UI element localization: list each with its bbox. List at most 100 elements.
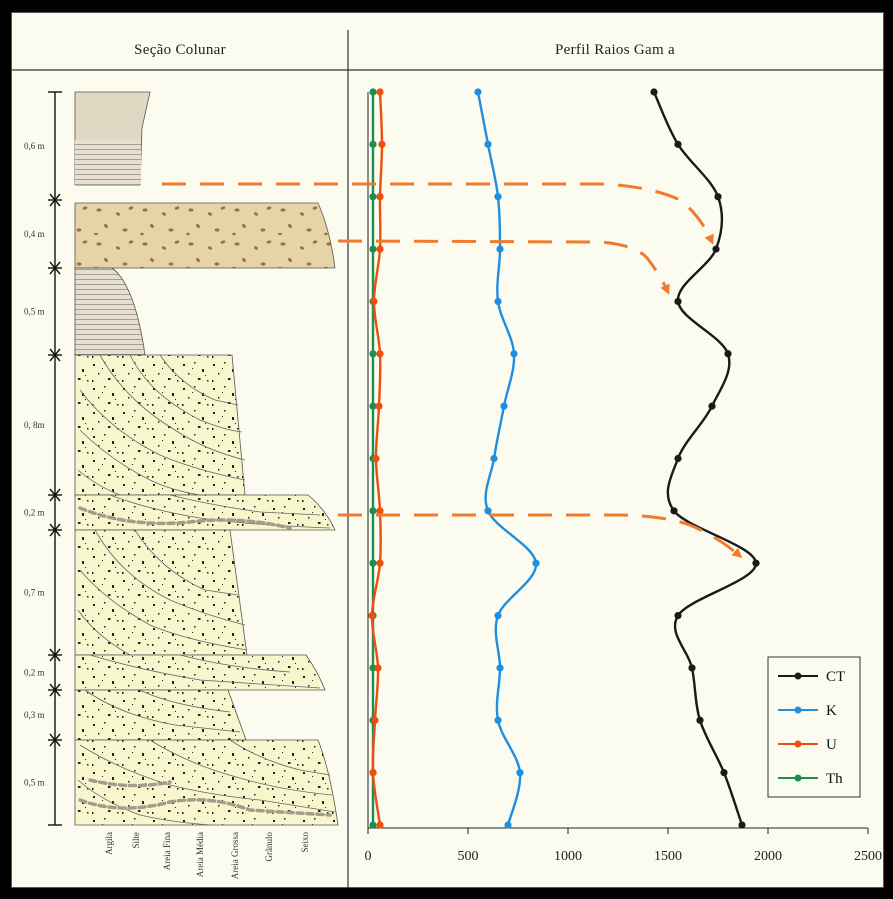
scale-arrow <box>49 733 61 747</box>
point-ct <box>688 664 696 672</box>
chart-title: Perfil Raios Gam a <box>555 42 675 58</box>
x-tick-label: 0 <box>365 849 372 864</box>
scale-arrow <box>49 523 61 537</box>
grain-size-label: Silte <box>131 832 141 849</box>
point-th <box>369 193 377 201</box>
point-ct <box>708 402 716 410</box>
point-ct <box>670 507 678 515</box>
series-points <box>368 88 760 829</box>
point-k <box>516 769 524 777</box>
legend-label: K <box>826 703 837 719</box>
point-u <box>378 140 386 148</box>
grain-size-axis-labels: Argila Silte Areia Fina Areia Média Areia Gr… <box>104 832 310 880</box>
point-u <box>376 88 384 96</box>
scale-arrow <box>49 193 61 207</box>
point-k <box>496 664 504 672</box>
point-k <box>484 507 492 515</box>
layer-sand-3 <box>74 654 326 691</box>
layer-cross-bedded-sand-4 <box>74 689 247 741</box>
stratigraphic-column: 0,6 m 0,4 m 0,5 m 0, 8m 0,2 m 0,7 m 0,2 m 0,3 m… <box>24 91 339 880</box>
point-ct <box>720 769 728 777</box>
cross-bedding-lines <box>77 354 336 826</box>
point-th <box>369 559 377 567</box>
grain-size-label: Grânulo <box>264 832 274 862</box>
column-section-title: Seção Colunar <box>134 42 226 58</box>
point-k <box>532 559 540 567</box>
legend-label: U <box>826 737 837 753</box>
point-ct <box>674 611 682 620</box>
point-th <box>369 821 377 829</box>
grain-size-label: Argila <box>104 832 114 855</box>
thickness-label: 0,6 m <box>24 141 45 151</box>
point-ct <box>724 350 732 358</box>
point-k <box>484 140 492 148</box>
point-u <box>368 611 376 620</box>
correlation-arrow-1 <box>162 182 714 245</box>
series-lines <box>370 91 758 826</box>
x-tick-label: 1000 <box>554 849 582 864</box>
point-k <box>494 611 502 620</box>
legend: CT K U Th <box>767 656 861 798</box>
x-tick-label: 1500 <box>654 849 682 864</box>
legend-label: Th <box>826 771 843 787</box>
series-line-ct <box>652 91 758 826</box>
legend-swatch-marker <box>794 774 802 782</box>
point-u <box>372 454 380 463</box>
layer-gravel-sand <box>74 202 336 269</box>
layer-silt <box>74 267 146 356</box>
thickness-label: 0,7 m <box>24 588 45 598</box>
thickness-label: 0,2 m <box>24 508 45 518</box>
point-th <box>369 507 377 515</box>
point-ct <box>712 245 720 253</box>
thickness-label: 0,3 m <box>24 710 45 720</box>
lag-gravel-marks <box>78 506 332 817</box>
point-u <box>376 507 384 515</box>
point-th <box>369 402 377 410</box>
point-u <box>376 193 384 201</box>
legend-swatch-marker <box>794 672 802 680</box>
point-k <box>494 193 502 201</box>
point-k <box>490 454 498 463</box>
layer-sand-lag-1 <box>74 494 336 531</box>
series-line-k <box>476 91 538 826</box>
scale-arrow <box>49 488 61 502</box>
legend-swatch-marker <box>794 706 802 714</box>
thickness-label: 0, 8m <box>24 420 45 430</box>
thickness-scale <box>48 91 62 826</box>
legend-swatch-marker <box>794 740 802 748</box>
point-k <box>496 245 504 253</box>
point-ct <box>674 297 682 306</box>
point-u <box>375 402 383 410</box>
point-ct <box>696 716 704 724</box>
grain-size-label: Seixo <box>300 832 310 853</box>
scale-arrow <box>49 683 61 697</box>
x-tick-label: 500 <box>458 849 479 864</box>
point-th <box>369 140 377 148</box>
point-u <box>376 821 384 829</box>
point-k <box>500 402 508 410</box>
point-ct <box>714 193 722 201</box>
point-ct <box>674 140 682 148</box>
point-u <box>376 245 384 253</box>
point-ct <box>674 454 682 463</box>
thickness-label: 0,5 m <box>24 778 45 788</box>
point-th <box>369 245 377 253</box>
point-u <box>376 350 384 358</box>
grain-size-label: Areia Grossa <box>230 832 240 879</box>
correlation-arrows <box>162 182 743 558</box>
thickness-labels: 0,6 m 0,4 m 0,5 m 0, 8m 0,2 m 0,7 m 0,2 m 0,3 m… <box>24 141 45 788</box>
point-u <box>370 297 378 306</box>
point-th <box>369 350 377 358</box>
point-u <box>374 664 382 672</box>
point-u <box>371 716 379 724</box>
point-u <box>376 559 384 567</box>
point-th <box>369 88 377 96</box>
point-k <box>504 821 512 829</box>
gamma-ray-profile: 0 500 1000 1500 2000 2500 CT K U Th <box>162 88 882 864</box>
thickness-label: 0,4 m <box>24 229 45 239</box>
point-ct <box>738 821 746 829</box>
scale-arrow <box>49 261 61 275</box>
point-k <box>474 88 482 96</box>
correlation-arrow-2 <box>337 239 670 295</box>
